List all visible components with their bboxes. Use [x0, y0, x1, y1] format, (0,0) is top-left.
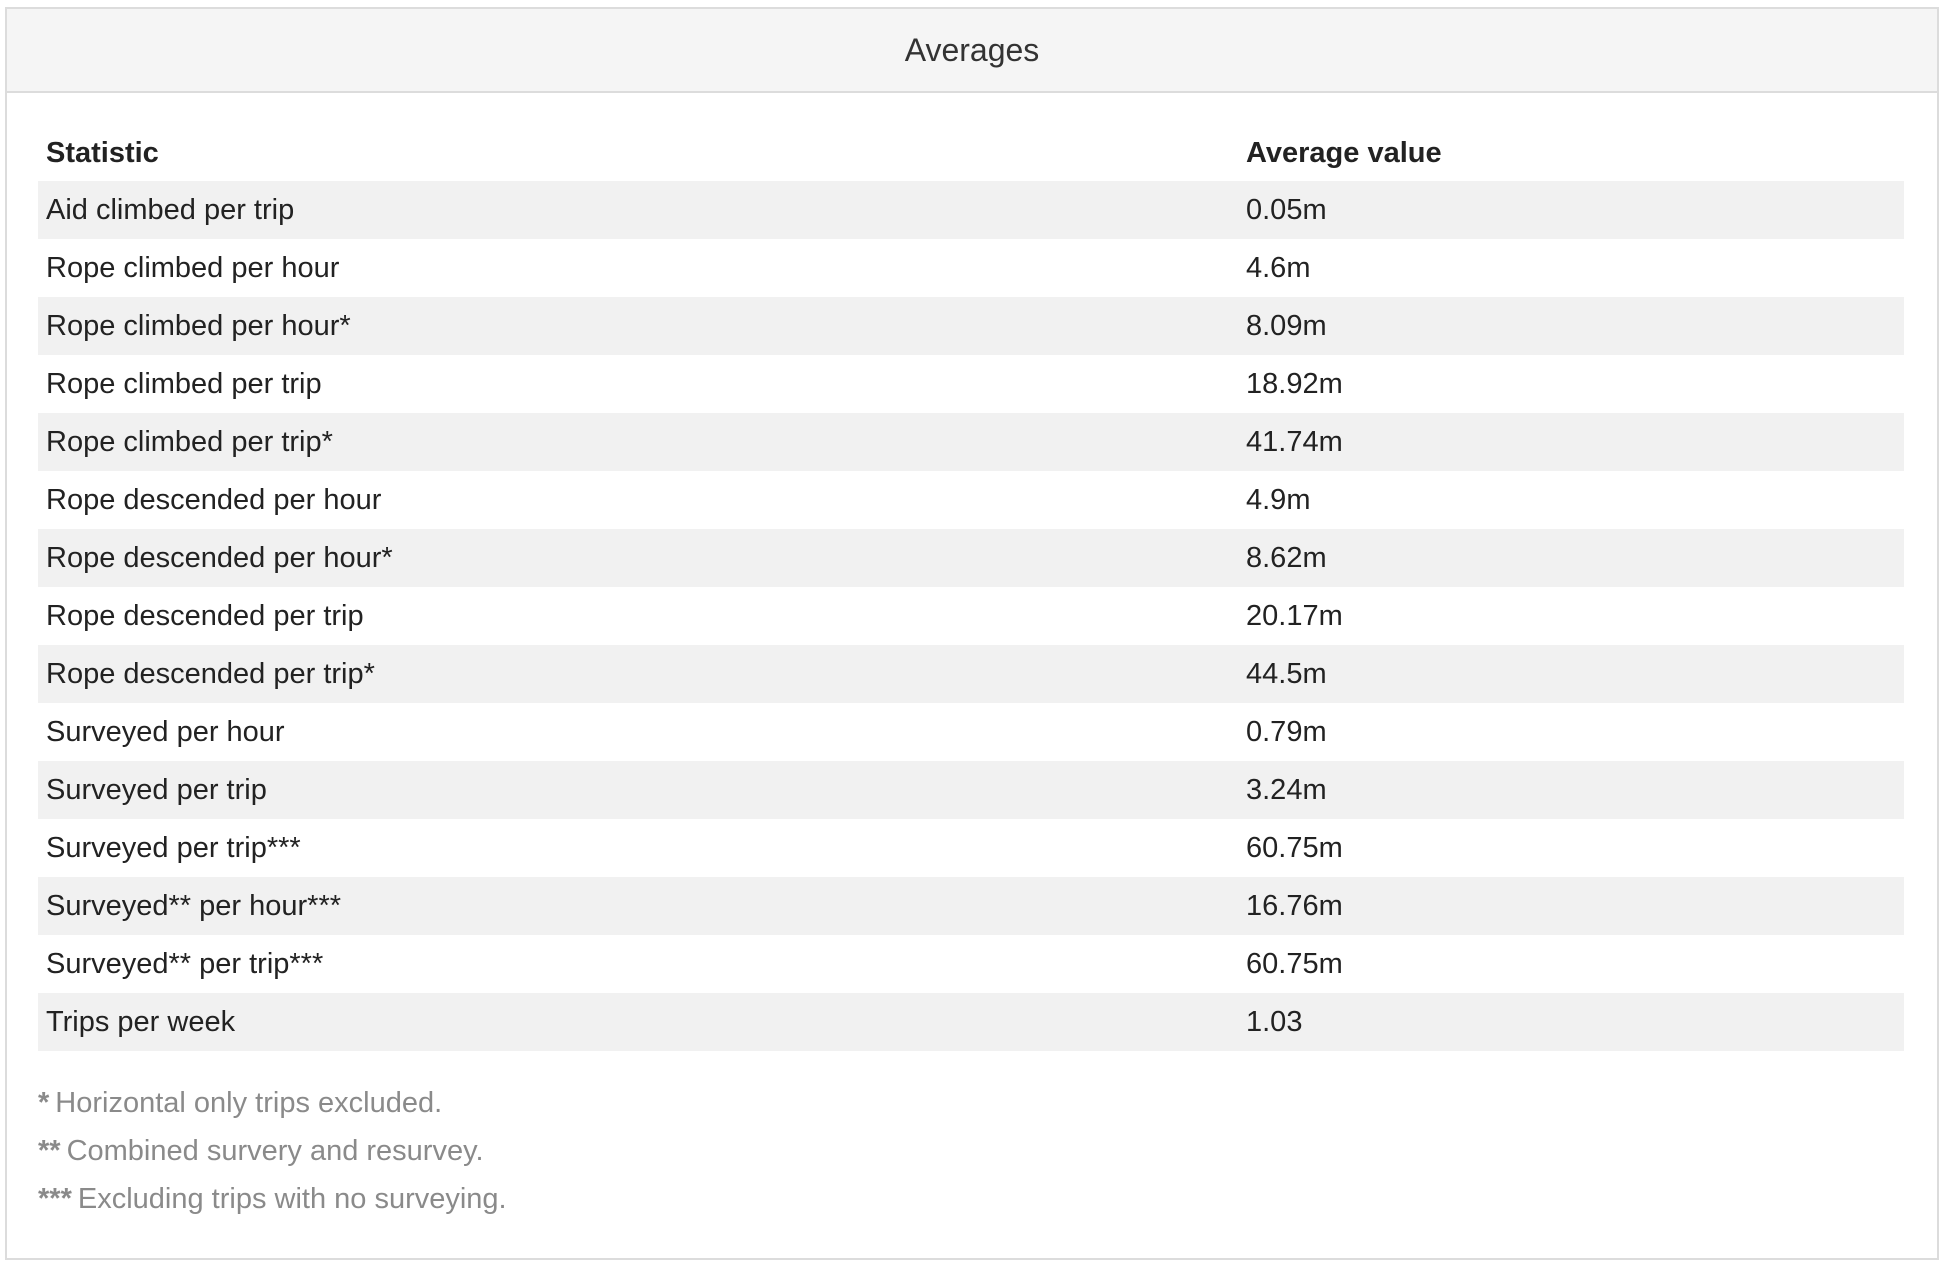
footnote-text: Horizontal only trips excluded. — [55, 1087, 443, 1119]
column-header-statistic: Statistic — [46, 136, 159, 169]
statistic-cell: Aid climbed per trip — [46, 193, 295, 226]
value-cell: 8.62m — [1246, 541, 1327, 574]
table-header-row: Statistic Average value — [38, 125, 1904, 181]
value-cell: 8.09m — [1246, 309, 1327, 342]
statistic-cell: Rope descended per hour — [46, 483, 382, 516]
footnote-text: Combined survery and resurvey. — [66, 1135, 484, 1167]
table-row: Surveyed** per trip*** 60.75m — [38, 935, 1904, 993]
statistic-cell: Rope climbed per trip — [46, 367, 322, 400]
value-cell: 18.92m — [1246, 367, 1343, 400]
table-row: Rope climbed per trip* 41.74m — [38, 413, 1904, 471]
table-row: Surveyed** per hour*** 16.76m — [38, 877, 1904, 935]
statistic-cell: Rope climbed per trip* — [46, 425, 333, 458]
statistic-cell: Rope descended per hour* — [46, 541, 393, 574]
statistic-cell: Surveyed** per hour*** — [46, 889, 342, 922]
averages-table: Statistic Average value Aid climbed per … — [38, 125, 1904, 1051]
value-cell: 41.74m — [1246, 425, 1343, 458]
value-cell: 4.9m — [1246, 483, 1311, 516]
table-body: Aid climbed per trip 0.05m Rope climbed … — [38, 181, 1904, 1051]
statistic-cell: Trips per week — [46, 1005, 236, 1038]
footnote-text: Excluding trips with no surveying. — [77, 1183, 507, 1215]
table-row: Rope climbed per hour 4.6m — [38, 239, 1904, 297]
value-cell: 44.5m — [1246, 657, 1327, 690]
table-row: Rope descended per trip 20.17m — [38, 587, 1904, 645]
statistic-cell: Surveyed per hour — [46, 715, 285, 748]
footnotes: * Horizontal only trips excluded. ** Combi… — [38, 1079, 1906, 1223]
statistic-cell: Surveyed** per trip*** — [46, 947, 324, 980]
footnote-mark: *** — [38, 1183, 72, 1215]
table-row: Trips per week 1.03 — [38, 993, 1904, 1051]
value-cell: 60.75m — [1246, 947, 1343, 980]
panel-title: Averages — [7, 9, 1937, 93]
value-cell: 4.6m — [1246, 251, 1311, 284]
averages-panel: Averages Statistic Average value Aid cli… — [5, 7, 1939, 1260]
footnote-mark: ** — [38, 1135, 61, 1167]
footnote-no-surveying: *** Excluding trips with no surveying. — [38, 1175, 1906, 1223]
value-cell: 1.03 — [1246, 1005, 1303, 1038]
statistic-cell: Rope climbed per hour — [46, 251, 340, 284]
statistic-cell: Rope climbed per hour* — [46, 309, 351, 342]
table-row: Surveyed per trip 3.24m — [38, 761, 1904, 819]
statistic-cell: Rope descended per trip* — [46, 657, 375, 690]
value-cell: 60.75m — [1246, 831, 1343, 864]
value-cell: 16.76m — [1246, 889, 1343, 922]
column-header-average-value: Average value — [1246, 136, 1442, 169]
footnote-horizontal-excluded: * Horizontal only trips excluded. — [38, 1079, 1906, 1127]
table-row: Aid climbed per trip 0.05m — [38, 181, 1904, 239]
table-row: Rope descended per hour* 8.62m — [38, 529, 1904, 587]
table-row: Surveyed per hour 0.79m — [38, 703, 1904, 761]
value-cell: 3.24m — [1246, 773, 1327, 806]
table-row: Rope descended per trip* 44.5m — [38, 645, 1904, 703]
table-row: Surveyed per trip*** 60.75m — [38, 819, 1904, 877]
value-cell: 0.05m — [1246, 193, 1327, 226]
table-row: Rope climbed per trip 18.92m — [38, 355, 1904, 413]
footnote-combined-survey: ** Combined survery and resurvey. — [38, 1127, 1906, 1175]
table-row: Rope climbed per hour* 8.09m — [38, 297, 1904, 355]
footnote-mark: * — [38, 1087, 50, 1119]
statistic-cell: Rope descended per trip — [46, 599, 364, 632]
panel-body: Statistic Average value Aid climbed per … — [7, 93, 1937, 1223]
statistic-cell: Surveyed per trip — [46, 773, 267, 806]
value-cell: 20.17m — [1246, 599, 1343, 632]
statistic-cell: Surveyed per trip*** — [46, 831, 301, 864]
value-cell: 0.79m — [1246, 715, 1327, 748]
table-row: Rope descended per hour 4.9m — [38, 471, 1904, 529]
